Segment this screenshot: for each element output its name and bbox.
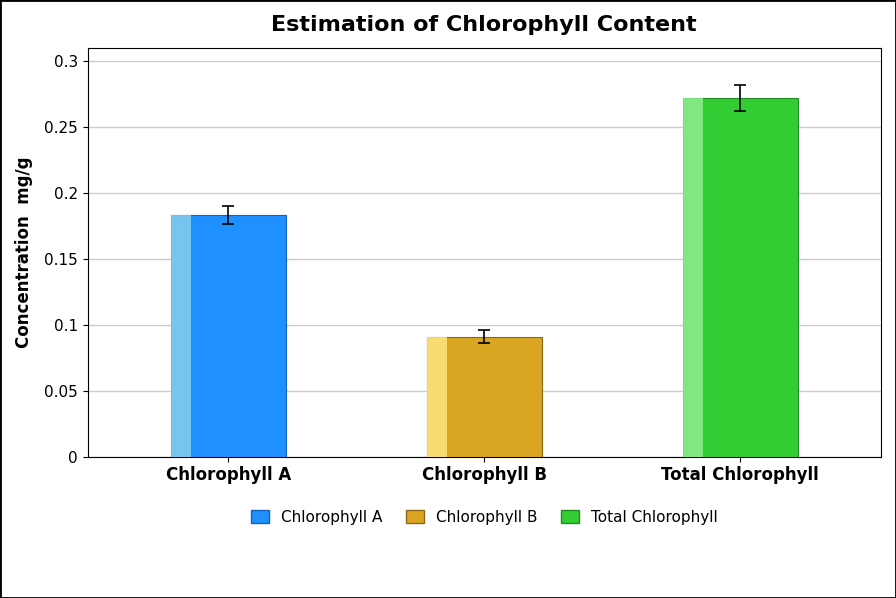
Bar — [171, 215, 192, 457]
Y-axis label: Concentration  mg/g: Concentration mg/g — [15, 157, 33, 348]
Title: Estimation of Chlorophyll Content: Estimation of Chlorophyll Content — [271, 15, 697, 35]
Bar — [171, 215, 286, 457]
Legend: Chlorophyll A, Chlorophyll B, Total Chlorophyll: Chlorophyll A, Chlorophyll B, Total Chlo… — [245, 504, 724, 531]
Bar — [426, 337, 447, 457]
Bar — [683, 98, 703, 457]
Bar — [426, 337, 542, 457]
Bar — [683, 98, 797, 457]
